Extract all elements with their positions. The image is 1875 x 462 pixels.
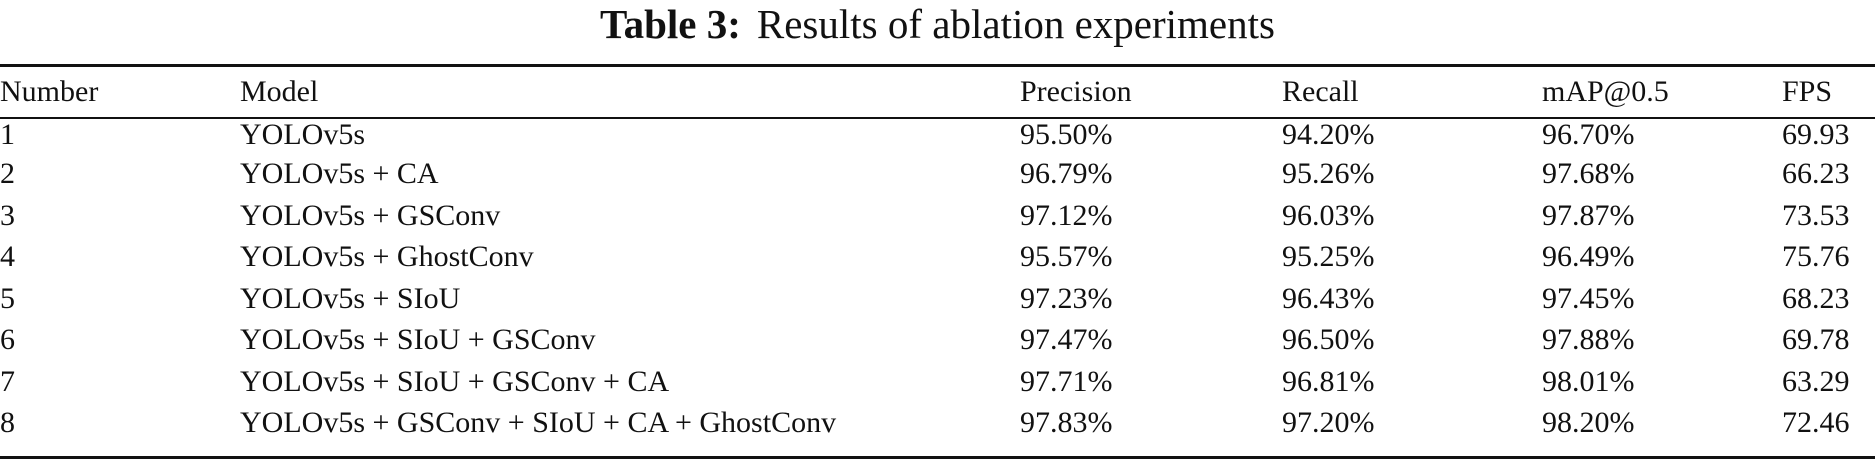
cell-precision: 97.83% [1020, 406, 1113, 440]
cell-recall: 96.50% [1282, 323, 1375, 357]
cell-number: 4 [0, 240, 15, 274]
cell-fps: 69.78 [1782, 323, 1850, 357]
cell-recall: 95.26% [1282, 157, 1375, 191]
cell-fps: 68.23 [1782, 281, 1850, 315]
cell-map: 97.87% [1542, 198, 1635, 232]
cell-precision: 97.12% [1020, 198, 1113, 232]
cell-fps: 72.46 [1782, 406, 1850, 440]
table-row: 1 YOLOv5s 95.50% 94.20% 96.70% 69.93 [0, 112, 1875, 154]
cell-number: 1 [0, 117, 15, 151]
table-row: 6 YOLOv5s + SIoU + GSConv 97.47% 96.50% … [0, 320, 1875, 362]
cell-model: YOLOv5s + CA [240, 157, 439, 191]
cell-fps: 69.93 [1782, 117, 1850, 151]
cell-model: YOLOv5s + SIoU [240, 281, 461, 315]
cell-recall: 95.25% [1282, 240, 1375, 274]
cell-model: YOLOv5s + GhostConv [240, 240, 534, 274]
cell-precision: 95.57% [1020, 240, 1113, 274]
table-caption-label: Table 3: [600, 1, 741, 47]
cell-precision: 97.71% [1020, 364, 1113, 398]
header-map: mAP@0.5 [1542, 75, 1669, 108]
cell-number: 6 [0, 323, 15, 357]
cell-number: 3 [0, 198, 15, 232]
table-row: 2 YOLOv5s + CA 96.79% 95.26% 97.68% 66.2… [0, 154, 1875, 196]
table-bottom-rule [0, 456, 1875, 459]
cell-precision: 97.23% [1020, 281, 1113, 315]
header-number: Number [0, 75, 99, 108]
table-row: 5 YOLOv5s + SIoU 97.23% 96.43% 97.45% 68… [0, 278, 1875, 320]
table-top-rule [0, 64, 1875, 67]
cell-map: 98.20% [1542, 406, 1635, 440]
cell-precision: 97.47% [1020, 323, 1113, 357]
cell-map: 98.01% [1542, 364, 1635, 398]
cell-number: 2 [0, 157, 15, 191]
cell-map: 96.70% [1542, 117, 1635, 151]
cell-precision: 95.50% [1020, 117, 1113, 151]
cell-recall: 96.03% [1282, 198, 1375, 232]
cell-number: 8 [0, 406, 15, 440]
cell-model: YOLOv5s [240, 117, 365, 151]
cell-recall: 94.20% [1282, 117, 1375, 151]
cell-fps: 63.29 [1782, 364, 1850, 398]
cell-recall: 96.43% [1282, 281, 1375, 315]
cell-map: 96.49% [1542, 240, 1635, 274]
cell-precision: 96.79% [1020, 157, 1113, 191]
cell-fps: 66.23 [1782, 157, 1850, 191]
table-row: 7 YOLOv5s + SIoU + GSConv + CA 97.71% 96… [0, 361, 1875, 403]
header-precision: Precision [1020, 75, 1132, 108]
cell-fps: 73.53 [1782, 198, 1850, 232]
table-row: 3 YOLOv5s + GSConv 97.12% 96.03% 97.87% … [0, 195, 1875, 237]
cell-map: 97.45% [1542, 281, 1635, 315]
cell-recall: 96.81% [1282, 364, 1375, 398]
cell-number: 7 [0, 364, 15, 398]
cell-map: 97.88% [1542, 323, 1635, 357]
table-header-row: Number Model Precision Recall mAP@0.5 FP… [0, 72, 1875, 112]
table-caption-text: Results of ablation experiments [756, 1, 1275, 47]
header-model: Model [240, 75, 319, 108]
cell-model: YOLOv5s + SIoU + GSConv + CA [240, 364, 670, 398]
table-header-rule [0, 117, 1875, 119]
header-fps: FPS [1782, 75, 1833, 108]
cell-model: YOLOv5s + SIoU + GSConv [240, 323, 596, 357]
ablation-results-table: Number Model Precision Recall mAP@0.5 FP… [0, 72, 1875, 444]
cell-number: 5 [0, 281, 15, 315]
cell-model: YOLOv5s + GSConv [240, 198, 501, 232]
table-caption: Table 3: Results of ablation experiments [0, 0, 1875, 55]
cell-model: YOLOv5s + GSConv + SIoU + CA + GhostConv [240, 406, 837, 440]
cell-recall: 97.20% [1282, 406, 1375, 440]
table-row: 4 YOLOv5s + GhostConv 95.57% 95.25% 96.4… [0, 237, 1875, 279]
header-recall: Recall [1282, 75, 1359, 108]
cell-map: 97.68% [1542, 157, 1635, 191]
table-row: 8 YOLOv5s + GSConv + SIoU + CA + GhostCo… [0, 403, 1875, 445]
cell-fps: 75.76 [1782, 240, 1850, 274]
